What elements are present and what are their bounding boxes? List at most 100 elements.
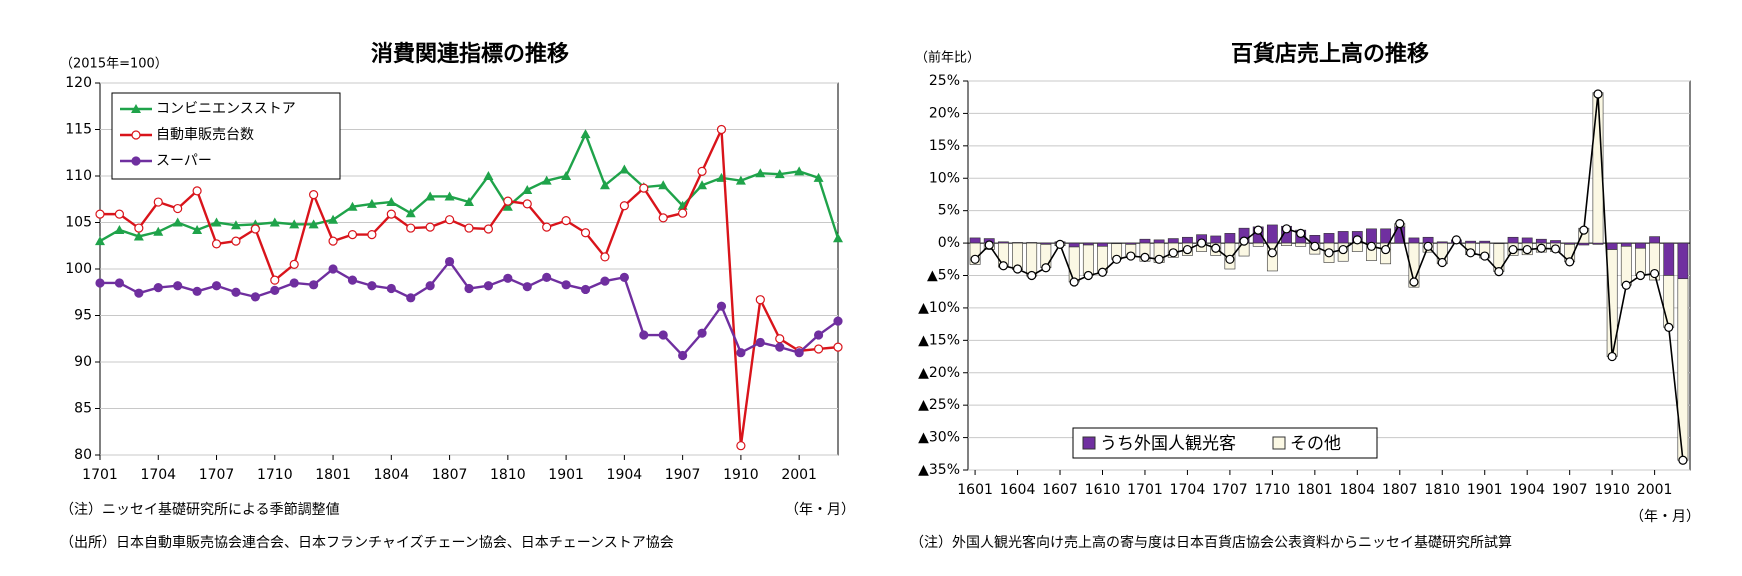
bar bbox=[1535, 238, 1547, 244]
marker bbox=[1097, 267, 1108, 277]
marker bbox=[1465, 248, 1476, 258]
marker bbox=[1112, 254, 1122, 264]
marker bbox=[736, 441, 746, 451]
marker bbox=[131, 130, 141, 140]
x-tick-label: 1701 bbox=[1127, 482, 1163, 498]
marker bbox=[561, 216, 571, 226]
marker bbox=[1381, 244, 1391, 255]
marker bbox=[289, 219, 300, 229]
marker bbox=[1579, 225, 1589, 235]
marker bbox=[133, 231, 144, 241]
x-tick-label: 1901 bbox=[548, 467, 584, 483]
marker bbox=[464, 283, 474, 294]
y-tick-label: 15% bbox=[929, 138, 960, 154]
marker bbox=[1225, 254, 1235, 264]
marker bbox=[833, 342, 843, 352]
y-tick-label: ▲35% bbox=[918, 462, 960, 478]
marker bbox=[542, 222, 552, 232]
marker bbox=[1267, 248, 1277, 258]
bar bbox=[1210, 235, 1222, 244]
x-tick-label: 1904 bbox=[1509, 482, 1545, 498]
y-tick-label: 5% bbox=[938, 203, 960, 219]
x-tick-label: 1707 bbox=[1212, 482, 1248, 498]
marker bbox=[813, 330, 824, 340]
marker bbox=[580, 228, 591, 238]
marker bbox=[347, 229, 358, 240]
marker bbox=[1522, 244, 1532, 255]
marker bbox=[1126, 251, 1136, 261]
marker bbox=[309, 190, 319, 200]
marker bbox=[1168, 248, 1178, 258]
bar bbox=[1408, 237, 1420, 244]
marker bbox=[1310, 241, 1320, 251]
marker bbox=[522, 184, 533, 194]
x-axis-label: （年・月） bbox=[1630, 509, 1700, 525]
marker bbox=[619, 201, 629, 211]
bar bbox=[1167, 238, 1179, 244]
y-tick-label: 105 bbox=[65, 215, 92, 231]
marker bbox=[270, 275, 280, 285]
marker bbox=[153, 226, 164, 236]
marker bbox=[716, 301, 727, 311]
marker bbox=[1083, 270, 1093, 281]
bar bbox=[1649, 236, 1661, 244]
bar bbox=[969, 237, 981, 244]
bar bbox=[1153, 239, 1165, 244]
marker bbox=[173, 281, 183, 291]
bar bbox=[1550, 240, 1561, 244]
marker bbox=[1550, 244, 1561, 254]
marker bbox=[736, 348, 746, 358]
marker bbox=[503, 273, 513, 283]
legend-label: うち外国人観光客 bbox=[1100, 434, 1236, 454]
marker bbox=[1536, 243, 1546, 253]
bar bbox=[1097, 242, 1108, 247]
x-tick-label: 1801 bbox=[315, 467, 351, 483]
marker bbox=[1565, 257, 1575, 267]
marker bbox=[522, 282, 532, 292]
marker bbox=[192, 186, 202, 196]
marker bbox=[998, 261, 1008, 271]
marker bbox=[1635, 270, 1646, 281]
bar bbox=[1620, 242, 1632, 247]
marker bbox=[735, 175, 746, 185]
bar bbox=[1507, 236, 1519, 244]
marker bbox=[639, 183, 649, 193]
x-tick-label: 1704 bbox=[140, 467, 176, 483]
marker bbox=[211, 239, 222, 249]
y-tick-label: 0% bbox=[938, 235, 960, 251]
marker bbox=[153, 283, 163, 293]
marker bbox=[1338, 244, 1348, 255]
marker bbox=[1621, 280, 1631, 290]
y-tick-label: 85 bbox=[74, 401, 92, 417]
marker bbox=[1451, 235, 1462, 245]
marker bbox=[483, 281, 494, 291]
marker bbox=[230, 220, 241, 230]
bar bbox=[1380, 228, 1392, 244]
bar bbox=[1606, 242, 1618, 250]
unit-label: （前年比） bbox=[915, 50, 980, 66]
marker bbox=[619, 272, 629, 282]
x-tick-label: 1707 bbox=[199, 467, 235, 483]
marker bbox=[502, 201, 513, 211]
unit-label: （2015年=100） bbox=[60, 57, 168, 72]
marker bbox=[328, 264, 338, 274]
x-tick-label: 1710 bbox=[257, 467, 293, 483]
x-tick-label: 1804 bbox=[373, 467, 409, 483]
marker bbox=[153, 197, 163, 207]
marker bbox=[600, 252, 610, 262]
marker bbox=[406, 223, 416, 233]
legend-label: 自動車販売台数 bbox=[156, 126, 254, 143]
marker bbox=[541, 175, 552, 185]
marker bbox=[542, 272, 552, 282]
marker bbox=[1055, 239, 1065, 249]
marker bbox=[464, 223, 474, 233]
note: （出所）日本自動車販売協会連合会、日本フランチャイズチェーン協会、日本チェーンス… bbox=[60, 534, 674, 551]
bar bbox=[1635, 242, 1646, 249]
marker bbox=[1296, 228, 1306, 238]
marker bbox=[794, 348, 804, 358]
marker bbox=[561, 280, 571, 290]
y-tick-label: 95 bbox=[74, 308, 92, 324]
marker bbox=[114, 224, 125, 234]
marker bbox=[425, 281, 435, 291]
marker bbox=[114, 278, 125, 288]
